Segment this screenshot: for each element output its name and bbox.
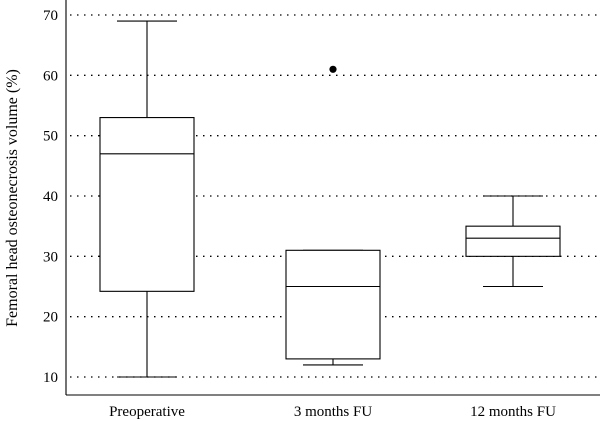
y-tick-label-40: 40 — [43, 189, 58, 205]
y-tick-label-30: 30 — [43, 249, 58, 265]
y-tick-label-10: 10 — [43, 370, 58, 386]
y-tick-label-70: 70 — [43, 8, 58, 24]
outlier-point-1 — [329, 65, 337, 73]
y-tick-label-50: 50 — [43, 129, 58, 145]
axes — [65, 0, 600, 396]
box-iqr — [285, 249, 381, 360]
box-iqr — [465, 225, 561, 257]
x-tick-label-2: 3 months FU — [294, 404, 373, 420]
y-axis-title: Femoral head osteonecrosis volume (%) — [4, 69, 21, 327]
x-tick-labels: Preoperative 3 months FU 12 months FU — [109, 404, 556, 420]
box-1 — [99, 20, 195, 378]
box-2 — [285, 65, 381, 366]
x-tick-label-3: 12 months FU — [470, 404, 556, 420]
box-series — [99, 20, 561, 378]
y-tick-label-60: 60 — [43, 68, 58, 84]
x-tick-label-1: Preoperative — [109, 404, 185, 420]
box-iqr — [99, 117, 195, 292]
box-3 — [465, 195, 561, 288]
y-tick-labels: 10 20 30 40 50 60 70 — [43, 8, 58, 386]
y-tick-label-20: 20 — [43, 310, 58, 326]
